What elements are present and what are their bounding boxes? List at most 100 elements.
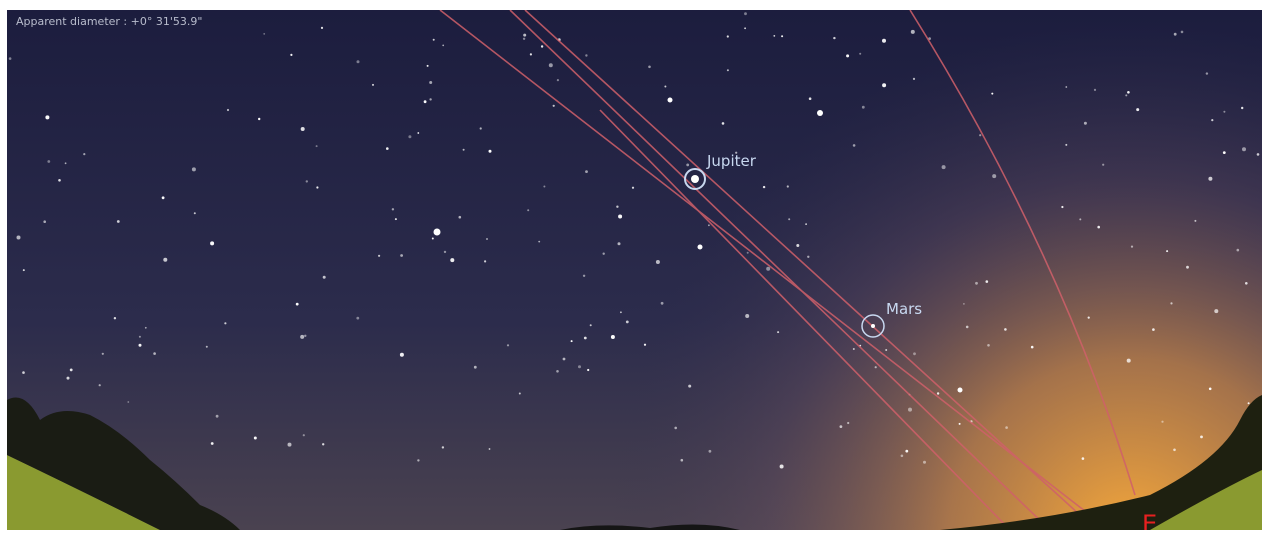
- star: [316, 186, 318, 188]
- star: [323, 276, 326, 279]
- bright-star: [668, 98, 673, 103]
- star: [99, 384, 101, 386]
- star: [23, 269, 25, 271]
- star: [1241, 107, 1243, 109]
- star: [194, 212, 196, 214]
- star: [1136, 108, 1139, 111]
- star: [356, 317, 359, 320]
- star: [777, 331, 779, 333]
- star: [664, 86, 666, 88]
- star: [590, 324, 592, 326]
- star: [557, 79, 559, 81]
- star: [83, 153, 85, 155]
- star: [709, 450, 712, 453]
- star: [583, 275, 585, 277]
- bright-star: [958, 388, 963, 393]
- star: [875, 366, 877, 368]
- star: [632, 187, 634, 189]
- star: [530, 53, 532, 55]
- star: [648, 66, 651, 69]
- star: [1082, 457, 1085, 460]
- star: [979, 134, 981, 136]
- star: [549, 63, 553, 67]
- star: [1031, 346, 1034, 349]
- star: [908, 408, 912, 412]
- star: [432, 238, 434, 240]
- star: [254, 437, 257, 440]
- star: [616, 206, 618, 208]
- star: [708, 224, 710, 226]
- star: [306, 180, 308, 182]
- star: [304, 335, 306, 337]
- star: [766, 267, 770, 271]
- star: [459, 216, 462, 219]
- star: [1127, 91, 1130, 94]
- bright-star: [434, 229, 441, 236]
- star: [114, 317, 116, 319]
- star: [796, 244, 799, 247]
- star: [1065, 86, 1067, 88]
- star: [1257, 153, 1260, 156]
- star: [484, 260, 486, 262]
- star: [1223, 151, 1226, 154]
- mars[interactable]: [871, 324, 875, 328]
- star: [486, 238, 488, 240]
- star: [763, 186, 765, 188]
- star: [139, 344, 142, 347]
- star: [392, 208, 394, 210]
- star: [400, 353, 404, 357]
- star: [1214, 309, 1218, 313]
- star: [400, 254, 403, 257]
- star: [688, 385, 691, 388]
- star: [300, 335, 304, 339]
- star: [288, 443, 292, 447]
- star: [1248, 402, 1250, 404]
- star: [807, 256, 809, 258]
- star: [986, 280, 989, 283]
- star: [959, 423, 961, 425]
- star: [1245, 282, 1248, 285]
- star: [216, 415, 219, 418]
- star: [290, 54, 292, 56]
- star: [942, 165, 946, 169]
- star: [1208, 177, 1212, 181]
- star: [1173, 449, 1176, 452]
- star: [1102, 164, 1104, 166]
- star: [192, 167, 196, 171]
- star: [585, 54, 587, 56]
- object-info: Apparent diameter : +0° 31'53.9": [16, 15, 202, 28]
- star: [620, 311, 622, 313]
- star: [747, 252, 749, 254]
- star: [885, 349, 887, 351]
- jupiter[interactable]: [691, 175, 699, 183]
- star: [585, 170, 588, 173]
- star: [833, 37, 835, 39]
- star: [153, 352, 156, 355]
- star: [296, 303, 299, 306]
- star: [1094, 89, 1096, 91]
- star: [1079, 218, 1081, 220]
- star: [809, 97, 812, 100]
- star: [489, 150, 492, 153]
- star: [937, 392, 939, 394]
- star: [1181, 31, 1184, 34]
- star: [523, 34, 526, 37]
- star: [722, 122, 725, 125]
- star: [224, 322, 226, 324]
- star: [805, 223, 807, 225]
- star: [372, 84, 374, 86]
- compass-label: E: [1142, 510, 1157, 536]
- star: [211, 442, 214, 445]
- star: [1127, 359, 1131, 363]
- star: [538, 241, 540, 243]
- star: [463, 149, 465, 151]
- star: [22, 371, 25, 374]
- star: [102, 353, 104, 355]
- star: [1166, 250, 1168, 252]
- star: [744, 12, 747, 15]
- star: [1152, 328, 1155, 331]
- star: [417, 132, 419, 134]
- star: [322, 443, 324, 445]
- star: [541, 45, 543, 47]
- star: [911, 30, 915, 34]
